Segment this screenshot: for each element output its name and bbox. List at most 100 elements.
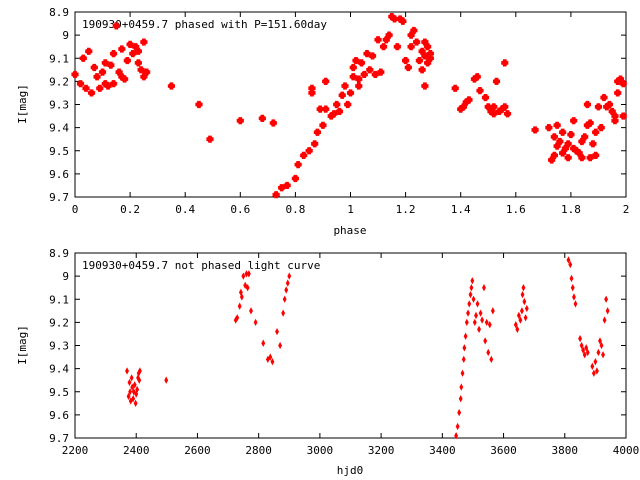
- data-point: [393, 43, 401, 51]
- data-point: [195, 100, 203, 109]
- x-tick-label: 3800: [552, 444, 579, 457]
- data-point: [470, 277, 475, 285]
- data-point: [311, 140, 319, 148]
- data-point: [284, 286, 289, 294]
- data-point: [241, 272, 246, 280]
- data-point: [492, 77, 501, 85]
- data-point: [404, 63, 412, 72]
- data-point: [515, 325, 520, 333]
- data-point: [291, 174, 299, 183]
- x-axis-label: phase: [333, 224, 366, 237]
- x-tick-label: 0.4: [175, 203, 195, 216]
- data-point: [490, 103, 498, 111]
- data-point: [133, 399, 138, 407]
- data-point: [568, 260, 573, 269]
- data-point: [278, 184, 286, 192]
- phased-light-curve-panel: 190930+0459.7 phased with P=151.60day ph…: [16, 6, 629, 237]
- data-point: [593, 358, 598, 366]
- data-point: [578, 154, 586, 162]
- data-point: [137, 376, 142, 384]
- data-point: [109, 80, 118, 88]
- x-tick-label: 3400: [429, 444, 456, 457]
- data-point: [349, 63, 357, 72]
- data-point: [460, 369, 465, 377]
- data-point: [545, 124, 553, 132]
- data-point: [601, 351, 605, 359]
- data-point: [270, 358, 275, 366]
- data-point: [477, 325, 482, 333]
- data-point: [467, 300, 472, 308]
- data-point: [118, 45, 126, 53]
- data-point: [559, 149, 567, 157]
- data-point: [454, 432, 459, 440]
- data-point: [282, 295, 287, 303]
- data-point: [239, 293, 244, 301]
- data-point: [346, 89, 355, 97]
- plot-frame: [74, 252, 627, 439]
- data-point: [605, 100, 614, 109]
- data-point: [305, 147, 313, 155]
- data-point: [611, 117, 619, 125]
- x-axis-label: hjd0: [337, 464, 364, 477]
- data-point: [572, 293, 576, 301]
- data-point: [619, 112, 627, 120]
- y-tick-label: 9.6: [49, 168, 69, 181]
- data-point: [245, 284, 250, 292]
- data-point: [407, 31, 415, 39]
- data-point: [564, 154, 572, 162]
- data-point: [87, 89, 96, 97]
- data-point: [455, 422, 460, 431]
- data-point: [399, 17, 407, 25]
- data-point: [472, 318, 477, 327]
- data-point: [272, 191, 280, 199]
- data-point: [553, 142, 561, 150]
- y-tick-label: 9.2: [49, 316, 69, 329]
- y-tick-label: 9.5: [49, 386, 69, 399]
- data-point: [90, 63, 98, 72]
- data-point: [355, 75, 363, 83]
- data-point: [582, 351, 587, 359]
- data-point: [604, 295, 609, 303]
- data-point: [581, 346, 586, 354]
- y-tick-label: 9.4: [49, 363, 69, 376]
- data-point: [237, 302, 242, 310]
- data-point: [407, 43, 415, 51]
- data-point: [129, 50, 137, 58]
- data-point: [79, 54, 87, 62]
- data-point: [481, 93, 490, 102]
- data-point: [592, 151, 600, 159]
- data-point: [98, 68, 107, 76]
- data-point: [355, 82, 363, 90]
- data-point: [459, 383, 464, 391]
- y-tick-label: 9.6: [49, 409, 69, 422]
- data-point: [486, 348, 491, 357]
- data-point: [567, 130, 575, 139]
- data-point: [570, 117, 578, 125]
- data-point: [457, 408, 462, 417]
- data-point: [333, 100, 341, 109]
- y-tick-label: 9.1: [49, 52, 69, 65]
- data-point: [516, 311, 521, 320]
- y-tick-label: 9.3: [49, 99, 69, 112]
- data-point: [322, 77, 330, 85]
- data-point: [531, 126, 539, 134]
- data-point: [93, 73, 101, 81]
- data-point: [385, 31, 393, 39]
- data-point: [474, 311, 478, 320]
- data-point: [357, 59, 366, 67]
- data-point: [487, 321, 492, 329]
- data-point: [559, 128, 567, 136]
- data-point: [268, 353, 273, 361]
- data-point: [379, 43, 388, 51]
- x-tick-label: 1.2: [396, 203, 416, 216]
- data-point: [82, 84, 90, 92]
- data-point: [519, 307, 524, 315]
- data-point: [167, 82, 176, 90]
- data-point: [258, 114, 266, 122]
- data-point: [466, 309, 470, 317]
- data-point: [600, 93, 608, 102]
- data-point: [112, 22, 120, 30]
- data-point: [569, 274, 574, 283]
- data-point: [480, 316, 485, 324]
